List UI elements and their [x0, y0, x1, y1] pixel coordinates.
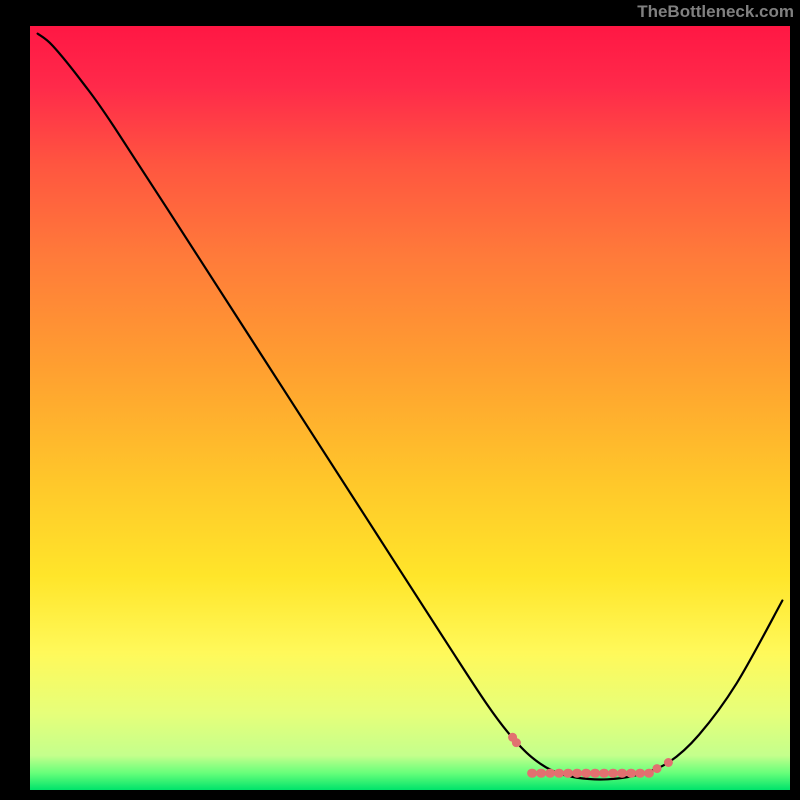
chart-container: TheBottleneck.com [0, 0, 800, 800]
marker-dot [664, 758, 673, 767]
marker-dot [653, 764, 662, 773]
marker-dot [512, 738, 521, 747]
plot-svg [30, 26, 790, 790]
plot-area [30, 26, 790, 790]
attribution-label: TheBottleneck.com [637, 2, 794, 22]
gradient-background [30, 26, 790, 790]
